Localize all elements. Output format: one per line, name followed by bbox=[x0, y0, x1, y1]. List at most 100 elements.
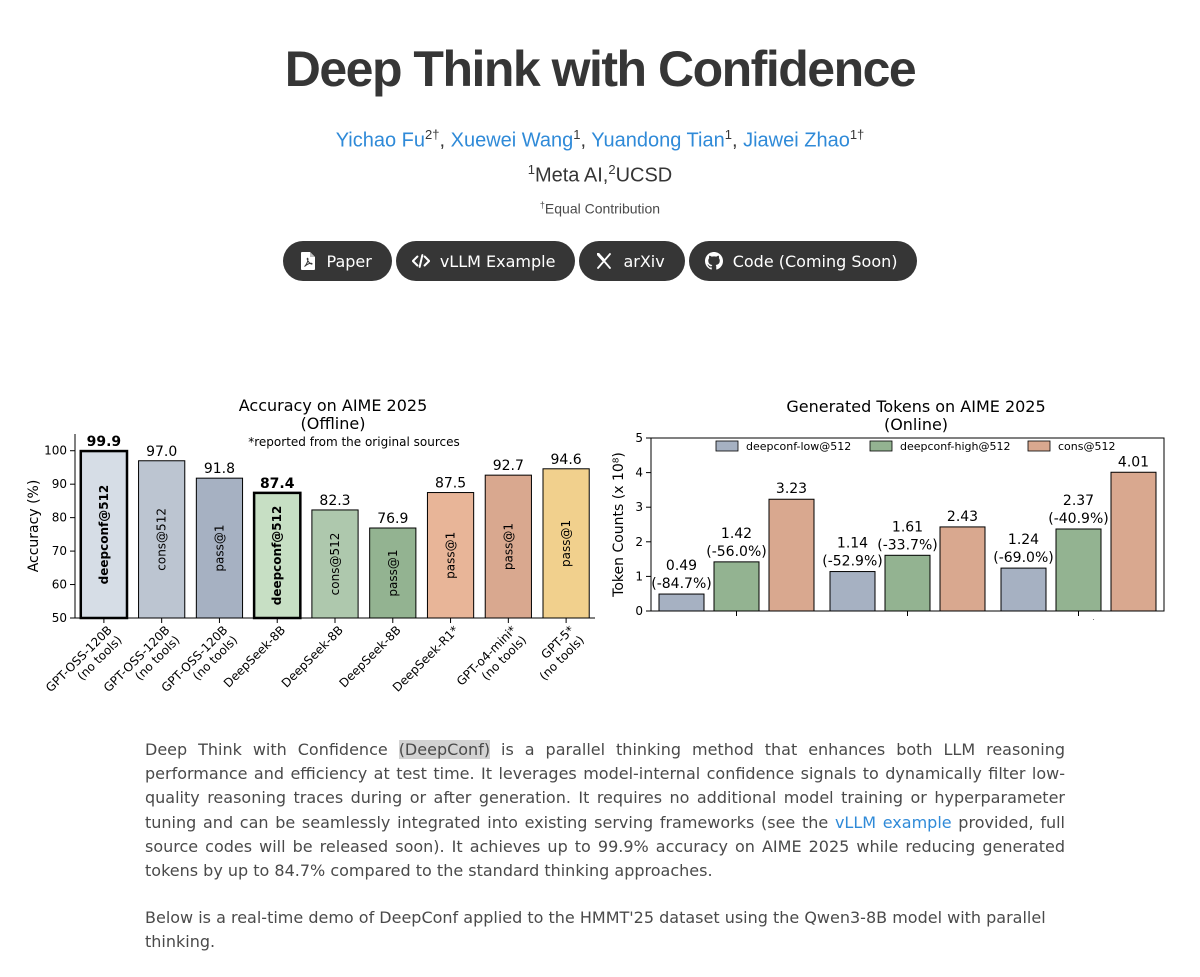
legend-swatch bbox=[869, 440, 893, 452]
tokens-chart: Generated Tokens on AIME 2025(Online) 0 1 2… bbox=[611, 397, 1165, 620]
author-affil-sup: 2† bbox=[425, 127, 440, 142]
bar-value-label: 0.49 bbox=[666, 558, 697, 574]
paper-button[interactable]: Paper bbox=[282, 241, 392, 281]
y-tick-label: 3 bbox=[635, 500, 643, 514]
deepconf-highlight: (DeepConf) bbox=[398, 740, 491, 759]
accuracy-chart: Accuracy on AIME 2025(Offline) *reported … bbox=[26, 396, 595, 695]
y-tick-label: 4 bbox=[635, 466, 643, 480]
chart-title: Generated Tokens on AIME 2025 bbox=[786, 397, 1045, 416]
author-affil-sup: 1 bbox=[724, 127, 732, 142]
bar bbox=[1000, 567, 1047, 612]
bar-value-label: 1.61 bbox=[892, 519, 923, 535]
link-button-row: Paper vLLM Example arXiv Code (Coming So… bbox=[0, 241, 1200, 281]
arxiv-icon bbox=[595, 252, 613, 270]
paper-button-label: Paper bbox=[326, 251, 372, 271]
bar-value-label: 99.9 bbox=[87, 434, 122, 450]
author-link-yuandong-tian[interactable]: Yuandong Tian bbox=[591, 129, 725, 152]
code-button-label: Code (Coming Soon) bbox=[732, 251, 898, 271]
bar-value-label: (-33.7%) bbox=[877, 537, 937, 553]
bar bbox=[79, 449, 129, 620]
demo-intro-paragraph: Below is a real-time demo of DeepConf ap… bbox=[145, 908, 1046, 951]
page-title: Deep Think with Confidence bbox=[284, 41, 917, 97]
y-axis-label: Accuracy (%) bbox=[26, 480, 42, 573]
chart-title: Accuracy on AIME 2025 bbox=[239, 396, 428, 415]
bar bbox=[658, 593, 705, 612]
y-tick-label: 5 bbox=[635, 431, 643, 445]
x-tick-label: GPT-OSS-120B bbox=[693, 618, 781, 620]
arxiv-button-label: arXiv bbox=[623, 251, 665, 271]
y-tick-label: 70 bbox=[52, 544, 67, 558]
arxiv-button[interactable]: arXiv bbox=[579, 241, 685, 281]
bar-value-label: 94.6 bbox=[551, 452, 582, 468]
bar-value-label: 76.9 bbox=[377, 511, 408, 527]
bar-method-label: pass@1 bbox=[386, 549, 400, 596]
author-link-jiawei-zhao[interactable]: Jiawei Zhao bbox=[743, 129, 850, 152]
bar bbox=[426, 492, 475, 619]
code-button[interactable]: Code (Coming Soon) bbox=[688, 241, 918, 281]
legend-label: deepconf-high@512 bbox=[900, 440, 1010, 453]
y-tick-label: 2 bbox=[635, 535, 643, 549]
equal-contribution-note: †Equal Contribution bbox=[0, 200, 1200, 217]
bar-method-label: pass@1 bbox=[444, 532, 458, 579]
description-paragraph: Deep Think with Confidence (DeepConf) is… bbox=[145, 738, 1065, 883]
author-link-xuewei-wang[interactable]: Xuewei Wang bbox=[450, 129, 574, 152]
code-icon bbox=[411, 252, 430, 270]
bar bbox=[768, 498, 815, 612]
chart-subtitle: (Online) bbox=[884, 415, 948, 434]
y-tick-label: 100 bbox=[44, 444, 67, 458]
description-text-2: is a parallel thinking method that enhan… bbox=[145, 740, 1065, 832]
vllm-button-label: vLLM Example bbox=[439, 251, 556, 271]
bar-method-label: cons@512 bbox=[155, 508, 169, 571]
bar-value-label: (-52.9%) bbox=[822, 554, 882, 570]
y-tick-label: 1 bbox=[635, 569, 643, 583]
bar-value-label: 97.0 bbox=[146, 444, 177, 460]
affil-sup-1: 1 bbox=[527, 162, 535, 177]
y-tick-label: 60 bbox=[52, 578, 67, 592]
bar-method-label: deepconf@512 bbox=[270, 506, 284, 606]
author-list: Yichao Fu2†, Xuewei Wang1, Yuandong Tian… bbox=[335, 127, 865, 152]
bar-method-label: pass@1 bbox=[559, 520, 573, 567]
vllm-example-button[interactable]: vLLM Example bbox=[395, 241, 576, 281]
author-link-yichao-fu[interactable]: Yichao Fu bbox=[335, 129, 426, 152]
bar-value-label: 87.5 bbox=[435, 476, 466, 492]
vllm-example-link[interactable]: vLLM example bbox=[834, 812, 952, 832]
bar-value-label: (-40.9%) bbox=[1048, 511, 1108, 527]
bar-value-label: 1.24 bbox=[1008, 532, 1039, 548]
legend-label: cons@512 bbox=[1058, 440, 1115, 453]
description-text-3: provided, full source codes will be rele… bbox=[145, 812, 1065, 881]
dagger-mark: † bbox=[539, 200, 545, 210]
chart-subtitle: (Offline) bbox=[301, 414, 366, 433]
bar-value-label: 87.4 bbox=[260, 476, 295, 492]
bar-method-label: cons@512 bbox=[328, 533, 342, 596]
bar-value-label: 82.3 bbox=[319, 493, 350, 509]
y-tick-label: 0 bbox=[635, 604, 643, 618]
bar bbox=[311, 509, 359, 619]
bar bbox=[939, 526, 986, 612]
bar-value-label: 1.14 bbox=[837, 536, 868, 552]
legend-swatch bbox=[1027, 440, 1051, 452]
bar bbox=[1110, 471, 1157, 612]
x-tick-label-group: GPT-o4-mini*(no tools) bbox=[454, 623, 529, 688]
bar-value-label: 91.8 bbox=[204, 461, 235, 477]
y-tick-label: 90 bbox=[52, 477, 67, 491]
github-icon bbox=[704, 252, 723, 270]
bar bbox=[829, 571, 876, 612]
bar-value-label: 1.42 bbox=[721, 526, 752, 542]
bar-value-label: 92.7 bbox=[493, 458, 524, 474]
bar bbox=[713, 561, 760, 612]
x-tick-label: DeepSeek-8B bbox=[1038, 618, 1119, 620]
pdf-file-icon bbox=[299, 252, 317, 270]
bar-method-label: pass@1 bbox=[501, 523, 515, 570]
affil-meta: Meta AI, bbox=[534, 164, 609, 187]
bar bbox=[195, 477, 244, 619]
x-tick-label-group: GPT-5*(no tools) bbox=[537, 623, 587, 683]
description-text-1: Deep Think with Confidence bbox=[145, 740, 399, 759]
plot-frame bbox=[650, 437, 1165, 612]
bar bbox=[542, 468, 590, 619]
equal-contribution-text: Equal Contribution bbox=[544, 200, 661, 217]
bar-value-label: (-69.0%) bbox=[993, 550, 1053, 566]
legend-swatch bbox=[715, 440, 739, 452]
bar bbox=[484, 474, 532, 619]
affiliations: 1Meta AI,2UCSD bbox=[0, 162, 1200, 188]
bar-method-label: deepconf@512 bbox=[97, 485, 111, 585]
